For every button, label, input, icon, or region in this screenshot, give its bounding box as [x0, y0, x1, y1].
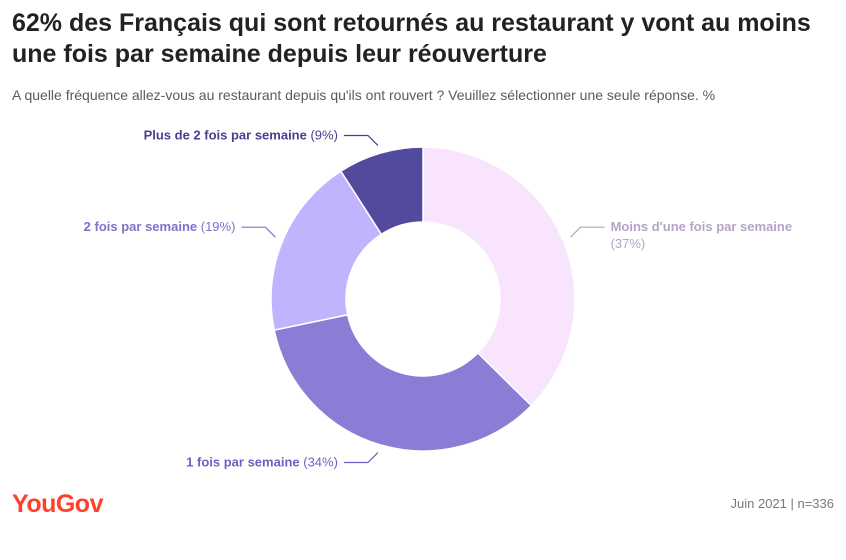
donut-labels: Moins d'une fois par semaine (37%) 1 fois … — [84, 127, 792, 469]
slice-label-3: Plus de 2 fois par semaine (9%) — [144, 127, 338, 142]
slice-3 — [339, 146, 424, 236]
leader-line-0 — [570, 226, 605, 238]
chart-subtitle: A quelle fréquence allez-vous au restaur… — [12, 87, 716, 103]
slice-label-name: Moins d'une fois par semaine — [611, 219, 793, 234]
leader-line-1 — [343, 452, 379, 464]
slice-label-value: (34%) — [303, 455, 338, 470]
leader-line-2 — [241, 226, 276, 238]
chart-title: 62% des Français qui sont retournés au r… — [12, 9, 811, 68]
slice-label-value: (37%) — [611, 236, 646, 251]
yougov-logo: YouGov — [12, 490, 103, 518]
slice-label-0: Moins d'une fois par semaine (37%) — [611, 219, 793, 251]
leader-line-3 — [343, 134, 379, 146]
slice-0 — [422, 146, 576, 407]
slice-label-name: 2 fois par semaine — [84, 219, 201, 234]
slice-label-2: 2 fois par semaine (19%) — [84, 219, 236, 234]
footer-source: Juin 2021 | n=336 — [730, 496, 835, 511]
slice-label-value: (19%) — [201, 219, 236, 234]
slice-label-value: (9%) — [310, 127, 337, 142]
slice-label-name: 1 fois par semaine — [186, 455, 303, 470]
donut-slices — [270, 146, 576, 452]
slice-2 — [270, 170, 383, 332]
slice-1 — [273, 313, 533, 452]
slice-label-name: Plus de 2 fois par semaine — [144, 127, 311, 142]
slice-label-1: 1 fois par semaine (34%) — [186, 455, 338, 470]
